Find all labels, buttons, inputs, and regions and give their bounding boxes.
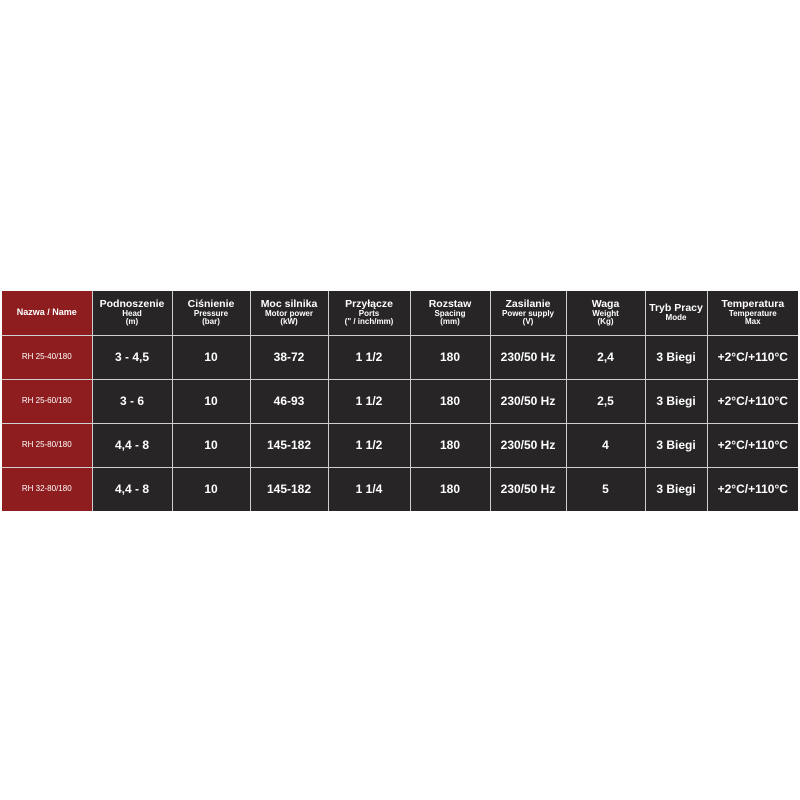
column-title: Przyłącze — [345, 297, 393, 310]
spec-cell: +2°C/+110°C — [706, 466, 798, 511]
table-row: RH 25-40/180 3 - 4,5 10 38-72 1 1/2 180 230/50… — [2, 334, 798, 380]
spec-cell: 10 — [171, 422, 251, 468]
spec-cell: 2,4 — [565, 334, 646, 380]
model-name: RH 25-60/180 — [2, 378, 93, 424]
column-subtitle: Max — [744, 317, 761, 327]
spec-cell: 1 1/4 — [327, 466, 411, 511]
column-subtitle: (kW) — [280, 317, 298, 327]
spec-cell: 4,4 - 8 — [91, 466, 173, 511]
column-subtitle: Pressure — [193, 308, 229, 318]
spec-cell: 230/50 Hz — [489, 334, 567, 380]
spec-cell: 3 Biegi — [644, 334, 708, 380]
column-title: Rozstaw — [428, 297, 472, 310]
column-header: Waga Weight (Kg) — [565, 291, 646, 336]
header-row: Nazwa / Name Podnoszenie Head (m) Ciśnienie P… — [2, 291, 798, 336]
spec-cell: 145-182 — [249, 466, 329, 511]
spec-cell: 180 — [409, 378, 491, 424]
column-subtitle: (m) — [125, 317, 139, 327]
spec-cell: 3 - 4,5 — [91, 334, 173, 380]
spec-cell: 3 Biegi — [644, 466, 708, 511]
column-subtitle: (mm) — [440, 317, 460, 327]
column-subtitle: Spacing — [434, 308, 466, 318]
spec-cell: +2°C/+110°C — [706, 334, 798, 380]
spec-cell: +2°C/+110°C — [706, 378, 798, 424]
spec-cell: 145-182 — [249, 422, 329, 468]
pump-spec-table: Nazwa / Name Podnoszenie Head (m) Ciśnienie P… — [2, 291, 798, 511]
model-name: RH 25-80/180 — [2, 422, 93, 468]
model-name: RH 32-80/180 — [2, 466, 93, 511]
column-title: Waga — [591, 297, 620, 310]
spec-cell: 230/50 Hz — [489, 378, 567, 424]
column-title: Temperatura — [721, 297, 785, 310]
spec-cell: 1 1/2 — [327, 378, 411, 424]
column-subtitle: (bar) — [202, 317, 220, 327]
column-subtitle: Weight — [592, 308, 619, 318]
spec-cell: 180 — [409, 334, 491, 380]
spec-cell: 1 1/2 — [327, 334, 411, 380]
spec-cell: 230/50 Hz — [489, 422, 567, 468]
table-row: RH 25-80/180 4,4 - 8 10 145-182 1 1/2 180 230/… — [2, 422, 798, 468]
name-header: Nazwa / Name — [2, 291, 93, 336]
table-row: RH 32-80/180 4,4 - 8 10 145-182 1 1/4 180 230/… — [2, 466, 798, 511]
column-title: Moc silnika — [260, 297, 318, 310]
spec-cell: 3 Biegi — [644, 378, 708, 424]
spec-cell: 10 — [171, 466, 251, 511]
column-title: Tryb Pracy — [649, 302, 703, 315]
column-subtitle: (" / inch/mm) — [344, 317, 394, 327]
column-title: Podnoszenie — [99, 297, 165, 310]
spec-cell: 180 — [409, 422, 491, 468]
column-header: Przyłącze Ports (" / inch/mm) — [327, 291, 411, 336]
column-subtitle: (V) — [522, 317, 534, 327]
column-title: Ciśnienie — [187, 297, 235, 310]
column-header: Ciśnienie Pressure (bar) — [171, 291, 251, 336]
spec-cell: 3 - 6 — [91, 378, 173, 424]
column-header: Rozstaw Spacing (mm) — [409, 291, 491, 336]
spec-cell: 180 — [409, 466, 491, 511]
column-subtitle: Ports — [358, 308, 380, 318]
column-header: Podnoszenie Head (m) — [91, 291, 173, 336]
column-header: Moc silnika Motor power (kW) — [249, 291, 329, 336]
spec-cell: 4 — [565, 422, 646, 468]
column-header: Temperatura Temperature Max — [706, 291, 798, 336]
column-header: Tryb Pracy Mode — [644, 291, 708, 336]
column-subtitle: Head — [122, 308, 142, 318]
column-subtitle: Motor power — [265, 308, 313, 318]
column-subtitle: Temperature — [728, 308, 777, 318]
spec-cell: 10 — [171, 378, 251, 424]
spec-cell: 3 Biegi — [644, 422, 708, 468]
model-name: RH 25-40/180 — [2, 334, 93, 380]
spec-cell: 10 — [171, 334, 251, 380]
spec-cell: +2°C/+110°C — [706, 422, 798, 468]
spec-cell: 38-72 — [249, 334, 329, 380]
table-row: RH 25-60/180 3 - 6 10 46-93 1 1/2 180 230/50 H… — [2, 378, 798, 424]
column-subtitle: Mode — [665, 313, 687, 323]
spec-cell: 2,5 — [565, 378, 646, 424]
spec-cell: 5 — [565, 466, 646, 511]
spec-cell: 1 1/2 — [327, 422, 411, 468]
column-subtitle: Power supply — [501, 308, 554, 318]
column-subtitle: (Kg) — [597, 317, 614, 327]
column-header: Zasilanie Power supply (V) — [489, 291, 567, 336]
spec-cell: 46-93 — [249, 378, 329, 424]
spec-cell: 230/50 Hz — [489, 466, 567, 511]
column-title: Zasilanie — [505, 297, 551, 310]
spec-cell: 4,4 - 8 — [91, 422, 173, 468]
